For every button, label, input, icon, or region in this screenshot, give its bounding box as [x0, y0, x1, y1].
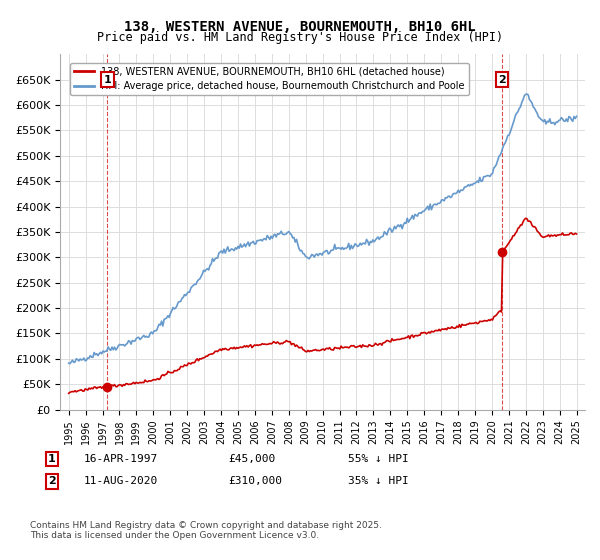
Text: 55% ↓ HPI: 55% ↓ HPI: [348, 454, 409, 464]
Legend: 138, WESTERN AVENUE, BOURNEMOUTH, BH10 6HL (detached house), HPI: Average price,: 138, WESTERN AVENUE, BOURNEMOUTH, BH10 6…: [70, 63, 469, 95]
Text: £310,000: £310,000: [228, 477, 282, 487]
Text: Contains HM Land Registry data © Crown copyright and database right 2025.
This d: Contains HM Land Registry data © Crown c…: [30, 521, 382, 540]
Text: 1: 1: [104, 74, 111, 85]
Text: 2: 2: [499, 74, 506, 85]
Text: 35% ↓ HPI: 35% ↓ HPI: [348, 477, 409, 487]
Text: £45,000: £45,000: [228, 454, 275, 464]
Text: 16-APR-1997: 16-APR-1997: [84, 454, 158, 464]
Text: 2: 2: [48, 477, 56, 487]
Text: 138, WESTERN AVENUE, BOURNEMOUTH, BH10 6HL: 138, WESTERN AVENUE, BOURNEMOUTH, BH10 6…: [124, 20, 476, 34]
Text: 1: 1: [48, 454, 56, 464]
Text: 11-AUG-2020: 11-AUG-2020: [84, 477, 158, 487]
Text: Price paid vs. HM Land Registry's House Price Index (HPI): Price paid vs. HM Land Registry's House …: [97, 31, 503, 44]
